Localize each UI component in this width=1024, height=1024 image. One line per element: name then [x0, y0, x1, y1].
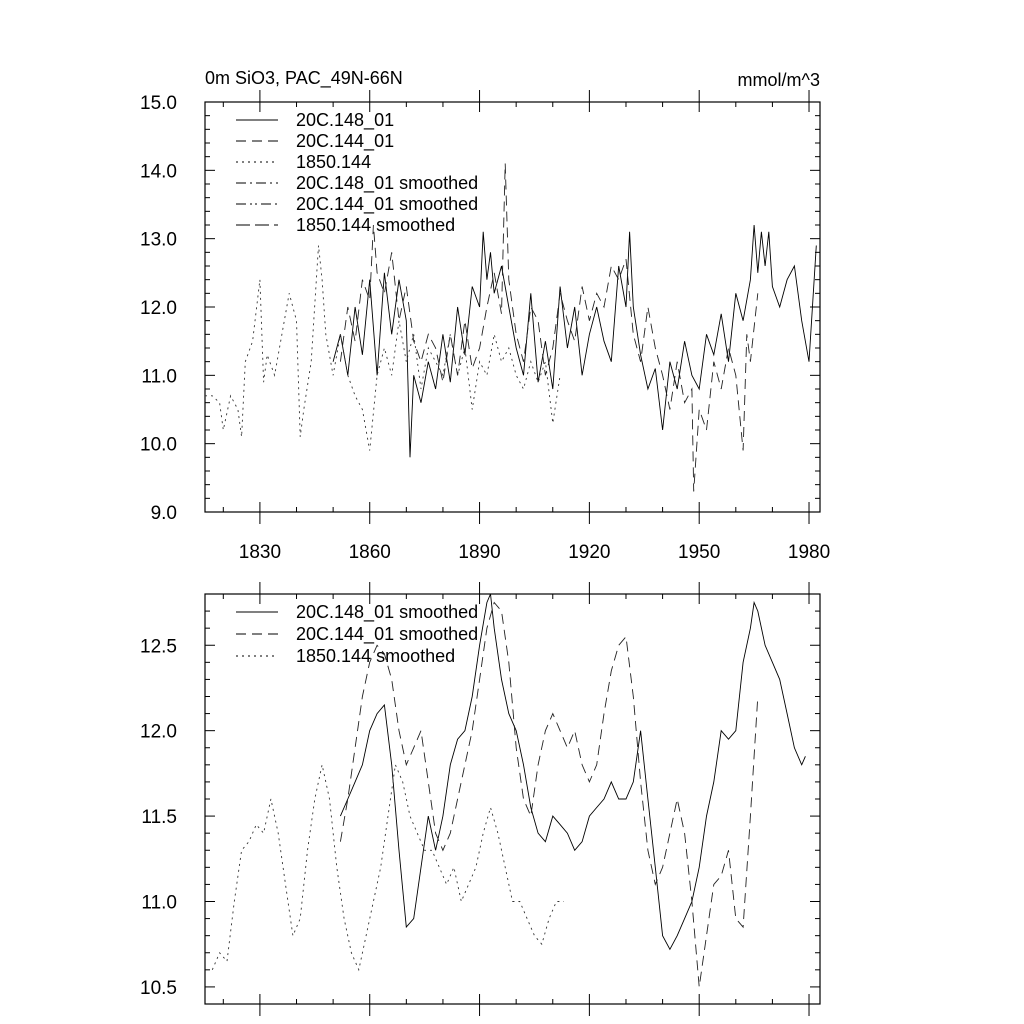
- x-tick-label: 1890: [458, 542, 500, 563]
- series-line-2: [211, 763, 564, 972]
- series-line-0: [339, 594, 806, 951]
- series-line-1: [339, 601, 759, 987]
- chart-units: mmol/m^3: [738, 70, 820, 90]
- chart-title: 0m SiO3, PAC_49N-66N: [205, 68, 403, 89]
- y-tick-label: 11.0: [141, 366, 177, 387]
- legend-label: 20C.144_01: [296, 131, 394, 152]
- series-line-0: [332, 224, 817, 458]
- y-tick-label: 9.0: [151, 503, 177, 524]
- y-tick-label: 13.0: [140, 230, 177, 251]
- y-tick-label: 10.0: [140, 435, 177, 456]
- y-tick-label: 12.5: [140, 636, 177, 657]
- y-tick-label: 10.5: [140, 978, 177, 999]
- y-tick-label: 11.0: [141, 893, 177, 914]
- legend-label: 20C.148_01 smoothed: [296, 173, 478, 194]
- legend-label: 1850.144 smoothed: [296, 215, 455, 235]
- series-line-1: [339, 163, 759, 492]
- legend-label: 20C.144_01 smoothed: [296, 194, 478, 215]
- x-tick-label: 1920: [568, 542, 610, 563]
- legend-label: 20C.148_01 smoothed: [296, 602, 478, 623]
- top-panel: 9.0 10.0 11.0 12.0 13.0 14.0 15.0 1830 1860 1890 1…: [140, 90, 830, 563]
- legend-label: 20C.148_01: [296, 110, 394, 131]
- legend-label: 1850.144 smoothed: [296, 646, 455, 666]
- x-tick-label: 1950: [678, 542, 720, 563]
- x-tick-label: 1980: [788, 542, 830, 563]
- y-tick-label: 12.0: [140, 298, 177, 319]
- x-tick-label: 1830: [239, 542, 281, 563]
- legend-label: 20C.144_01 smoothed: [296, 624, 478, 645]
- bottom-panel: 10.5 11.0 11.5 12.0 12.5 20C.148_01 smoothed2…: [140, 582, 821, 1016]
- legend-label: 1850.144: [296, 152, 371, 172]
- y-tick-label: 12.0: [140, 722, 177, 743]
- series-line-2: [205, 245, 561, 451]
- x-tick-label: 1860: [349, 542, 391, 563]
- y-tick-label: 11.5: [141, 807, 177, 828]
- y-tick-label: 14.0: [140, 161, 177, 182]
- y-tick-label: 15.0: [140, 93, 177, 114]
